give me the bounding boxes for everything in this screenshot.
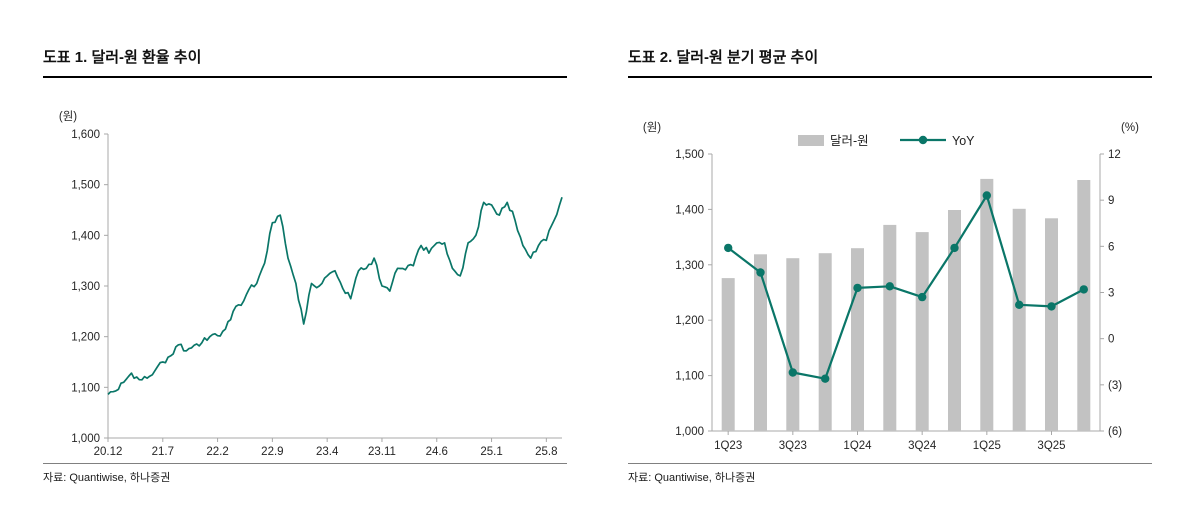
y-tick-label: 1,300 [71,281,100,293]
usdkrw-quarterly-bar-line-chart: 1,000 1,100 1,200 1,300 1,400 1,500 (6) (3) 0 3 6 9… [643,120,1139,452]
bar-1Q24 [851,248,864,431]
x-tick-label: 3Q23 [779,440,807,452]
figure2-source: 자료: Quantiwise, 하나증권 [628,463,1152,485]
yoy-marker-4Q25 [1079,285,1088,294]
x-tick-label: 1Q24 [843,440,872,452]
yoy-marker-1Q24 [853,283,862,293]
yoy-line-series [727,194,1085,380]
y-tick-label: 1,500 [71,180,100,192]
figure2-title-rule [628,76,1152,78]
x-tick-label: 22.9 [261,446,283,458]
bar-3Q23 [786,258,800,431]
usdkrw-daily-line-chart: 1,000 1,100 1,200 1,300 1,400 1,500 1,600 20.12… [59,109,563,458]
figure1-title: 도표 1. 달러-원 환율 추이 [43,49,202,66]
x-tick-label: 1Q25 [973,440,1001,452]
bar-2Q24 [883,224,897,431]
right-axis-unit-label: (%) [1121,122,1139,134]
bar-4Q24 [948,210,961,431]
bar-2Q25 [1012,208,1026,431]
figure1-source: 자료: Quantiwise, 하나증권 [43,463,567,485]
legend-label-bar: 달러-원 [830,134,869,148]
left-y-tick-label: 1,400 [675,204,704,216]
x-tick-label: 3Q24 [908,440,937,452]
bar-3Q24 [915,232,929,431]
y-tick-label: 1,600 [71,129,100,141]
axes [104,133,562,442]
left-y-tick-label: 1,300 [675,260,704,272]
right-y-tick-label: 9 [1108,195,1114,207]
x-tick-label: 20.12 [94,446,123,458]
figure2-title: 도표 2. 달러-원 분기 평균 추이 [628,49,819,66]
left-y-tick-label: 1,100 [675,371,704,383]
legend: 달러-원 YoY [798,134,975,148]
left-y-tick-label: 1,500 [675,149,704,161]
axes [708,153,1104,435]
x-tick-label: 22.2 [206,446,228,458]
right-y-tick-label: 0 [1108,334,1114,346]
yoy-markers [724,191,1088,383]
left-y-tick-label: 1,000 [675,426,704,438]
bar-series [721,178,1091,431]
right-y-tick-label: (6) [1108,426,1122,438]
left-y-tick-label: 1,200 [675,315,704,327]
x-tick-label: 1Q23 [714,440,742,452]
x-tick-label: 25.1 [480,446,502,458]
yoy-marker-3Q25 [1047,302,1056,311]
x-tick-label: 25.8 [535,446,557,458]
yoy-marker-3Q23 [788,368,797,377]
right-y-tick-label: 6 [1108,241,1114,253]
usdkrw-line-series [107,197,563,396]
legend-label-yoy: YoY [952,134,975,148]
x-tick-label: 23.4 [316,446,339,458]
yoy-marker-4Q24 [950,243,959,253]
bar-1Q23 [721,278,735,431]
y-tick-label: 1,100 [71,382,100,394]
x-tick-label: 23.11 [368,446,396,458]
yoy-marker-4Q23 [821,374,830,383]
x-tick-label: 3Q25 [1037,440,1065,452]
y-tick-label: 1,400 [71,230,100,242]
right-y-tick-label: (3) [1108,380,1122,392]
yoy-marker-3Q24 [918,292,927,302]
bar-2Q23 [754,254,767,431]
figure1-title-rule [43,76,567,78]
legend-line-dot [918,135,928,145]
yoy-marker-2Q23 [756,268,765,277]
x-tick-label: 21.7 [152,446,174,458]
bar-3Q25 [1045,218,1058,431]
bar-1Q25 [980,178,994,431]
figure-1: 도표 1. 달러-원 환율 추이 1,000 1,100 1,200 1,300 1,4… [43,46,567,485]
bar-4Q25 [1077,180,1091,431]
yoy-marker-1Q25 [982,191,991,200]
yoy-marker-2Q24 [885,282,894,291]
yoy-marker-2Q25 [1015,300,1024,309]
y-axis-unit-label: (원) [59,109,77,123]
y-tick-label: 1,000 [71,433,100,445]
yoy-marker-1Q23 [724,243,733,253]
x-tick-label: 24.6 [426,446,448,458]
legend-bar-swatch [798,135,824,146]
right-y-tick-label: 3 [1108,288,1114,300]
left-axis-unit-label: (원) [643,120,661,134]
right-y-tick-label: 12 [1108,149,1121,161]
bar-4Q23 [818,253,832,431]
y-tick-label: 1,200 [71,332,100,344]
figure-2: 도표 2. 달러-원 분기 평균 추이 1,000 1,100 1,200 1,300… [628,46,1152,485]
